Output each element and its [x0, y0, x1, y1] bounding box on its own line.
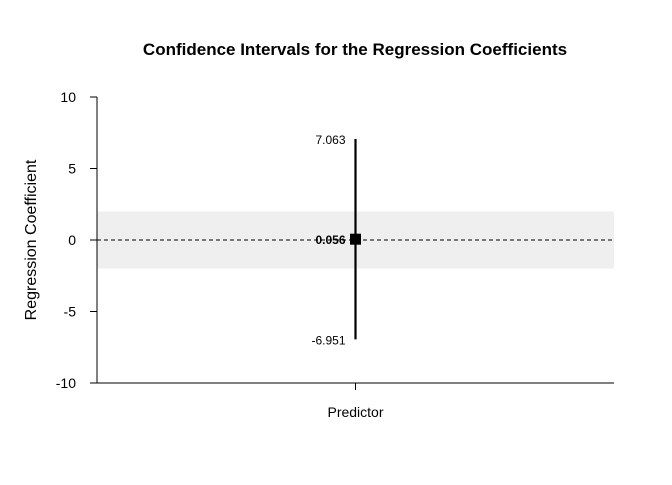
x-tick-label: Predictor: [327, 404, 383, 420]
estimate-label: 0.056: [315, 233, 345, 247]
y-tick-label: 5: [68, 161, 76, 177]
y-tick-label: 0: [68, 232, 76, 248]
y-axis-label: Regression Coefficient: [23, 159, 40, 320]
upper-bound-label: 7.063: [315, 133, 345, 147]
y-tick-label: -10: [56, 375, 76, 391]
lower-bound-label: -6.951: [311, 333, 345, 347]
y-tick-label: -5: [64, 304, 77, 320]
y-tick-label: 10: [60, 89, 76, 105]
plot-area: -10 -5 0 5 10 Predictor 7.063 0.056 -6.951: [56, 89, 614, 420]
chart-title: Confidence Intervals for the Regression …: [143, 40, 567, 59]
point-estimate: [350, 233, 361, 245]
